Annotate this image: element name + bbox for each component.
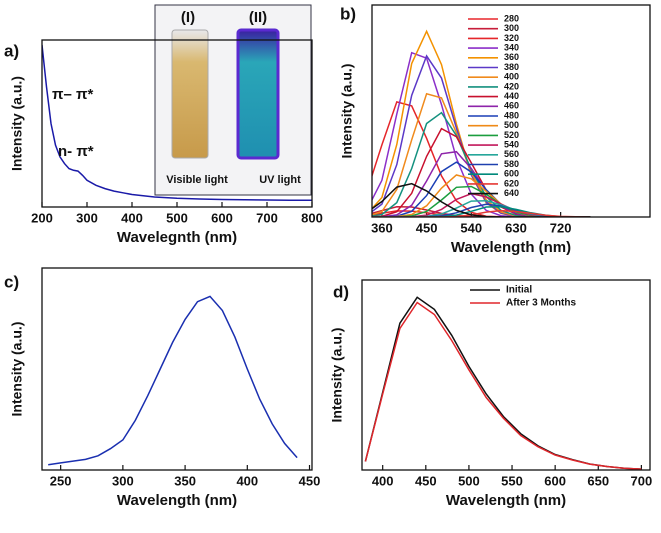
legend-label: 620: [504, 178, 519, 188]
x-tick-label: 800: [301, 210, 323, 225]
x-tick-label: 550: [501, 473, 523, 488]
series-line: [42, 44, 312, 202]
x-tick-label: 300: [76, 210, 98, 225]
y-axis-label: Intensity (a.u.): [329, 328, 345, 423]
x-tick-label: 400: [372, 473, 394, 488]
x-tick-label: 700: [631, 473, 653, 488]
legend-label: 360: [504, 52, 519, 62]
x-tick-label: 700: [256, 210, 278, 225]
legend-label: 340: [504, 42, 519, 52]
legend-label: 460: [504, 101, 519, 111]
x-tick-label: 540: [460, 220, 482, 235]
x-tick-label: 450: [299, 473, 321, 488]
plot-frame: [41, 267, 313, 471]
legend-label: 440: [504, 91, 519, 101]
legend-label: 540: [504, 139, 519, 149]
legend-label: 280: [504, 13, 519, 23]
x-tick-label: 500: [166, 210, 188, 225]
panel-label: a): [4, 41, 19, 60]
series-line: [372, 150, 591, 217]
plot-frame: [41, 39, 313, 208]
legend-label: 420: [504, 81, 519, 91]
x-axis-label: Wavelength (nm): [446, 492, 566, 509]
x-tick-label: 300: [112, 473, 134, 488]
legend-label: After 3 Months: [506, 298, 576, 309]
legend-label: 500: [504, 120, 519, 130]
legend-label: Initial: [506, 285, 532, 296]
plot-frame: [361, 279, 651, 471]
x-tick-label: 600: [544, 473, 566, 488]
inset-photo: [154, 4, 312, 196]
legend-label: 600: [504, 169, 519, 179]
legend-label: 520: [504, 130, 519, 140]
annotation: π– π*: [52, 86, 93, 103]
x-axis-label: Wavelength (nm): [451, 239, 571, 256]
series-line: [364, 301, 642, 470]
panel-label: b): [340, 4, 356, 23]
x-tick-label: 200: [31, 210, 53, 225]
x-tick-label: 720: [550, 220, 572, 235]
x-axis-label: Wavelegnth (nm): [117, 229, 237, 246]
x-tick-label: 650: [587, 473, 609, 488]
legend-label: 320: [504, 33, 519, 43]
plot-frame: [371, 4, 651, 218]
legend-label: 560: [504, 149, 519, 159]
x-axis-label: Wavelength (nm): [117, 492, 237, 509]
series-line: [48, 295, 298, 466]
series-line: [372, 182, 591, 217]
legend-label: 640: [504, 188, 519, 198]
annotation: n- π*: [58, 143, 94, 160]
legend-label: 400: [504, 72, 519, 82]
panel-label: d): [333, 282, 349, 301]
legend-label: 380: [504, 62, 519, 72]
x-tick-label: 600: [211, 210, 233, 225]
x-tick-label: 250: [50, 473, 72, 488]
annotation: (II): [249, 9, 267, 26]
x-tick-label: 400: [236, 473, 258, 488]
panel-label: c): [4, 272, 19, 291]
x-tick-label: 350: [174, 473, 196, 488]
y-axis-label: Intensity (a.u.): [339, 64, 355, 159]
legend-label: 580: [504, 159, 519, 169]
annotation: (I): [181, 9, 195, 26]
y-axis-label: Intensity (a.u.): [9, 322, 25, 417]
y-axis-label: Intensity (a.u.): [9, 76, 25, 171]
series-line: [372, 127, 591, 217]
x-tick-label: 500: [458, 473, 480, 488]
series-line: [364, 296, 642, 470]
x-tick-label: 360: [371, 220, 393, 235]
x-tick-label: 400: [121, 210, 143, 225]
x-tick-label: 450: [416, 220, 438, 235]
legend-label: 480: [504, 110, 519, 120]
legend-label: 300: [504, 23, 519, 33]
x-tick-label: 630: [505, 220, 527, 235]
annotation: Visible light: [166, 174, 228, 186]
series-line: [372, 100, 591, 217]
annotation: UV light: [259, 174, 301, 186]
x-tick-label: 450: [415, 473, 437, 488]
